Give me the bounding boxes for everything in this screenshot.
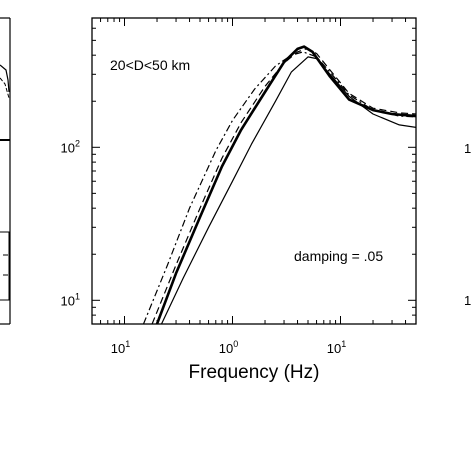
left-panel-curve-fragment (0, 64, 10, 93)
series-line-solid-thin (160, 56, 416, 324)
tick-labels: 101 100 101 101 102 (61, 138, 347, 356)
right-panel-tick-fragment: 1 (464, 293, 471, 308)
left-panel-fragment (0, 17, 11, 325)
x-axis-title: Frequency (Hz) (189, 362, 320, 383)
series-line-dash-dot (142, 51, 416, 324)
damping-annotation: damping = .05 (294, 248, 383, 264)
axis-ticks (91, 17, 417, 325)
y-tick-label: 102 (61, 138, 80, 155)
y-tick-label: 101 (61, 291, 80, 308)
left-panel-legend-fragment (0, 231, 10, 301)
series-line-solid-thick (155, 45, 416, 324)
x-tick-label: 100 (219, 339, 238, 356)
right-panel-fragment: 1 1 (464, 141, 471, 308)
series-line-dashed (151, 48, 416, 324)
left-panel-curve-fragment (0, 77, 10, 99)
right-panel-tick-fragment: 1 (464, 141, 471, 156)
x-tick-label: 101 (111, 339, 130, 356)
distance-annotation: 20<D<50 km (110, 57, 190, 73)
series-lines (142, 45, 416, 324)
x-tick-label: 101 (327, 339, 346, 356)
